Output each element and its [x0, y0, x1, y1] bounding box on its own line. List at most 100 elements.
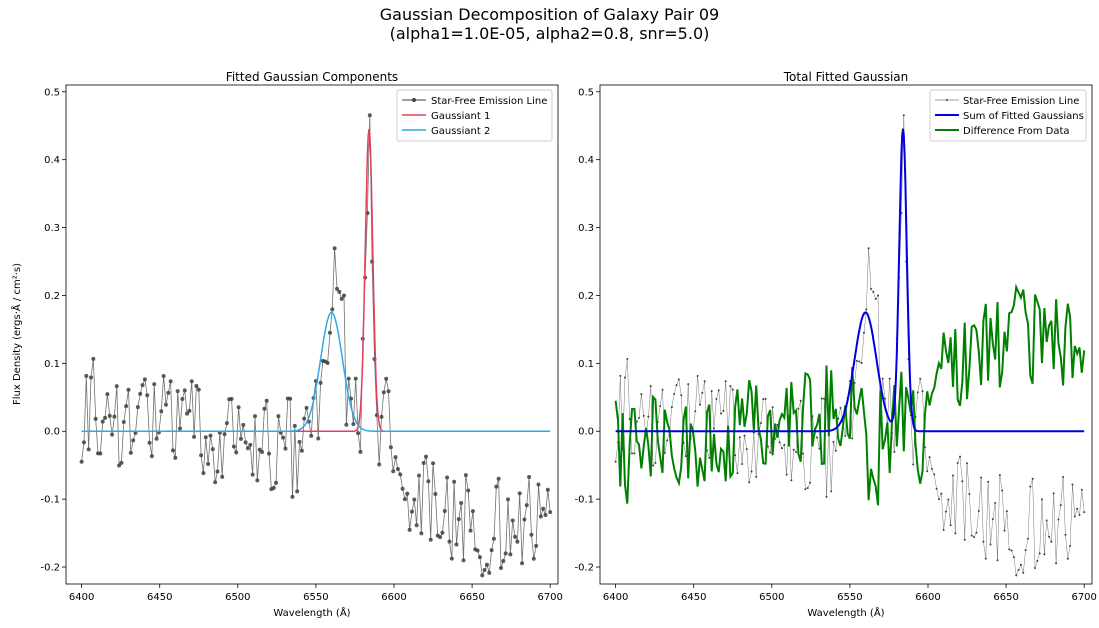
- left-data-point: [440, 530, 445, 535]
- left-data-point: [456, 517, 461, 522]
- right-data-point: [996, 559, 999, 562]
- left-data-point: [187, 408, 192, 413]
- right-data-point: [942, 528, 945, 531]
- sum-gaussians-line: [615, 128, 1085, 433]
- left-data-point: [283, 446, 288, 451]
- right-data-point: [790, 479, 793, 482]
- left-legend-gauss1-label: Gaussiant 1: [431, 111, 490, 122]
- right-data-point: [696, 374, 699, 377]
- left-data-point: [520, 561, 525, 566]
- right-data-point: [966, 462, 969, 465]
- left-data-point: [379, 414, 384, 419]
- right-y-tick-label: 0.5: [578, 87, 594, 98]
- right-data-point: [980, 476, 983, 479]
- left-data-point: [297, 439, 302, 444]
- left-x-tick-label: 6400: [69, 592, 94, 603]
- left-data-point: [428, 537, 433, 542]
- right-data-point: [748, 481, 751, 484]
- right-data-point: [743, 434, 746, 437]
- left-y-tick-label: -0.2: [40, 563, 60, 574]
- right-data-point: [937, 498, 940, 501]
- right-data-point: [1010, 549, 1013, 552]
- left-data-point: [180, 396, 185, 401]
- left-data-point: [386, 389, 391, 394]
- left-data-point: [477, 555, 482, 560]
- left-data-point: [149, 454, 154, 459]
- left-data-point: [189, 379, 194, 384]
- left-data-point: [222, 432, 227, 437]
- left-data-point: [503, 551, 508, 556]
- right-x-tick-label: 6550: [837, 592, 862, 603]
- right-data-point: [961, 480, 964, 483]
- right-data-point: [930, 468, 933, 471]
- right-data-point: [642, 414, 645, 417]
- right-data-point: [720, 412, 723, 415]
- right-data-point: [764, 397, 767, 400]
- right-data-point: [619, 374, 622, 377]
- left-data-point: [325, 360, 330, 365]
- right-data-point: [628, 417, 631, 420]
- left-data-point: [407, 527, 412, 532]
- right-data-point: [877, 294, 880, 297]
- left-data-point: [194, 383, 199, 388]
- left-data-point: [79, 459, 84, 464]
- left-data-point: [419, 531, 424, 536]
- left-data-point: [484, 562, 489, 567]
- left-data-point: [491, 536, 496, 541]
- left-data-point: [140, 383, 145, 388]
- right-data-point: [717, 389, 720, 392]
- left-data-point: [346, 376, 351, 381]
- right-data-point: [874, 297, 877, 300]
- right-data-point: [661, 388, 664, 391]
- right-data-point: [984, 557, 987, 560]
- left-data-point: [494, 484, 499, 489]
- left-data-point: [318, 380, 323, 385]
- right-data-point: [663, 451, 666, 454]
- right-data-point: [998, 474, 1001, 477]
- right-data-point: [884, 397, 887, 400]
- left-data-point: [243, 440, 248, 445]
- right-data-point: [1073, 515, 1076, 518]
- left-legend-gauss2-label: Gaussiant 2: [431, 126, 490, 137]
- right-data-point: [638, 416, 641, 419]
- right-data-point: [912, 463, 915, 466]
- right-data-point: [1036, 560, 1039, 563]
- right-data-point: [991, 518, 994, 521]
- left-x-axis-label: Wavelength (Å): [273, 606, 350, 619]
- right-data-point: [947, 498, 950, 501]
- left-data-point: [433, 492, 438, 497]
- right-data-point: [750, 470, 753, 473]
- left-data-point: [508, 552, 513, 557]
- left-data-point: [161, 373, 166, 378]
- right-data-point: [1022, 571, 1025, 574]
- left-data-point: [412, 497, 417, 502]
- left-data-point: [377, 462, 382, 467]
- right-data-point: [1003, 529, 1006, 532]
- right-data-point: [1029, 485, 1032, 488]
- right-data-point: [1066, 557, 1069, 560]
- left-data-point: [395, 467, 400, 472]
- right-data-point: [649, 385, 652, 388]
- left-data-point: [367, 113, 372, 118]
- right-y-tick-label: -0.2: [574, 563, 594, 574]
- right-panel: 6400 6450 6500 6550 6600 6650 6700 -0.2 -0.1 0.0…: [574, 70, 1096, 619]
- right-data-point: [626, 357, 629, 360]
- right-data-point: [869, 287, 872, 290]
- left-data-point: [119, 460, 124, 465]
- right-data-point: [935, 487, 938, 490]
- right-data-point: [654, 461, 657, 464]
- right-x-tick-label: 6500: [759, 592, 784, 603]
- right-data-point: [1048, 535, 1051, 538]
- left-data-point: [393, 455, 398, 460]
- left-data-point: [154, 436, 159, 441]
- right-data-point: [677, 378, 680, 381]
- figure-title-line1: Gaussian Decomposition of Galaxy Pair 09: [379, 5, 720, 24]
- right-legend-sum-label: Sum of Fitted Gaussians: [963, 111, 1084, 122]
- left-data-point: [126, 387, 131, 392]
- left-data-point: [431, 461, 436, 466]
- left-data-point: [255, 478, 260, 483]
- right-data-point: [708, 456, 711, 459]
- right-data-point: [975, 531, 978, 534]
- right-x-tick-label: 6400: [603, 592, 628, 603]
- gaussian-2-line: [81, 311, 551, 432]
